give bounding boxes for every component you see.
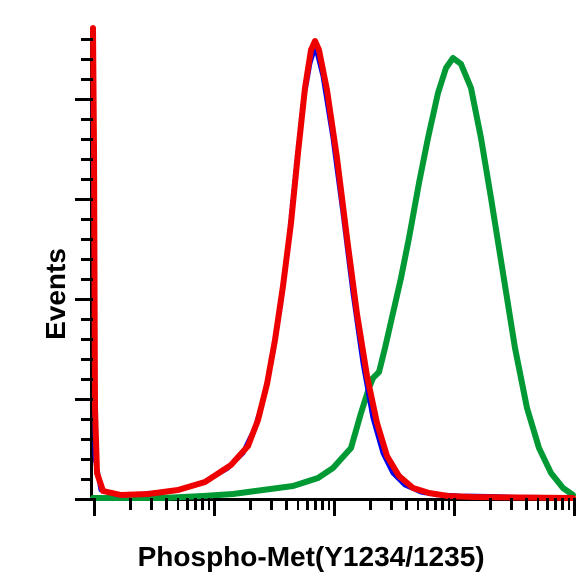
x-tick-minor (177, 498, 180, 510)
x-tick-minor (426, 498, 429, 510)
y-tick-minor (81, 438, 93, 441)
x-tick-minor (441, 498, 444, 510)
y-tick-minor (81, 478, 93, 481)
x-tick-minor (165, 498, 168, 510)
y-tick-minor (81, 138, 93, 141)
y-tick-minor (81, 178, 93, 181)
y-tick-major (75, 398, 93, 401)
y-tick-minor (81, 338, 93, 341)
y-tick-minor (81, 358, 93, 361)
y-tick-minor (81, 38, 93, 41)
x-tick-minor (554, 498, 557, 510)
y-tick-minor (81, 58, 93, 61)
x-tick-major (93, 498, 96, 516)
x-tick-minor (448, 498, 451, 510)
histogram-svg (93, 28, 573, 498)
x-tick-minor (150, 498, 153, 510)
x-tick-minor (285, 498, 288, 510)
x-tick-major (453, 498, 456, 516)
y-tick-minor (81, 78, 93, 81)
y-tick-major (75, 298, 93, 301)
x-tick-minor (321, 498, 324, 510)
x-tick-minor (249, 498, 252, 510)
x-tick-minor (201, 498, 204, 510)
y-tick-major (75, 498, 93, 501)
y-axis-ticks (81, 28, 93, 498)
y-tick-minor (81, 318, 93, 321)
x-tick-minor (314, 498, 317, 510)
x-tick-minor (510, 498, 513, 510)
x-tick-minor (434, 498, 437, 510)
y-tick-minor (81, 118, 93, 121)
plot-area (90, 28, 573, 501)
x-tick-minor (417, 498, 420, 510)
y-tick-minor (81, 158, 93, 161)
x-tick-minor (186, 498, 189, 510)
y-tick-major (75, 98, 93, 101)
x-tick-minor (390, 498, 393, 510)
y-tick-minor (81, 418, 93, 421)
x-tick-minor (525, 498, 528, 510)
x-tick-minor (568, 498, 571, 510)
x-tick-minor (194, 498, 197, 510)
x-tick-minor (537, 498, 540, 510)
x-tick-minor (405, 498, 408, 510)
x-tick-minor (306, 498, 309, 510)
x-tick-minor (489, 498, 492, 510)
y-tick-minor (81, 378, 93, 381)
y-tick-minor (81, 218, 93, 221)
x-tick-minor (369, 498, 372, 510)
y-tick-minor (81, 278, 93, 281)
x-tick-minor (129, 498, 132, 510)
x-tick-minor (208, 498, 211, 510)
x-axis-label: Phospho-Met(Y1234/1235) (138, 541, 485, 573)
y-axis-label: Events (40, 248, 72, 340)
x-tick-major (333, 498, 336, 516)
x-tick-minor (297, 498, 300, 510)
x-tick-minor (561, 498, 564, 510)
y-tick-minor (81, 458, 93, 461)
y-tick-minor (81, 258, 93, 261)
flow-cytometry-histogram: Events Phospho-Met(Y1234/1235) (0, 0, 587, 587)
x-tick-minor (328, 498, 331, 510)
x-tick-minor (270, 498, 273, 510)
x-tick-major (213, 498, 216, 516)
y-tick-minor (81, 238, 93, 241)
y-tick-major (75, 198, 93, 201)
x-axis-ticks (93, 498, 573, 510)
x-tick-major (573, 498, 576, 516)
x-tick-minor (546, 498, 549, 510)
